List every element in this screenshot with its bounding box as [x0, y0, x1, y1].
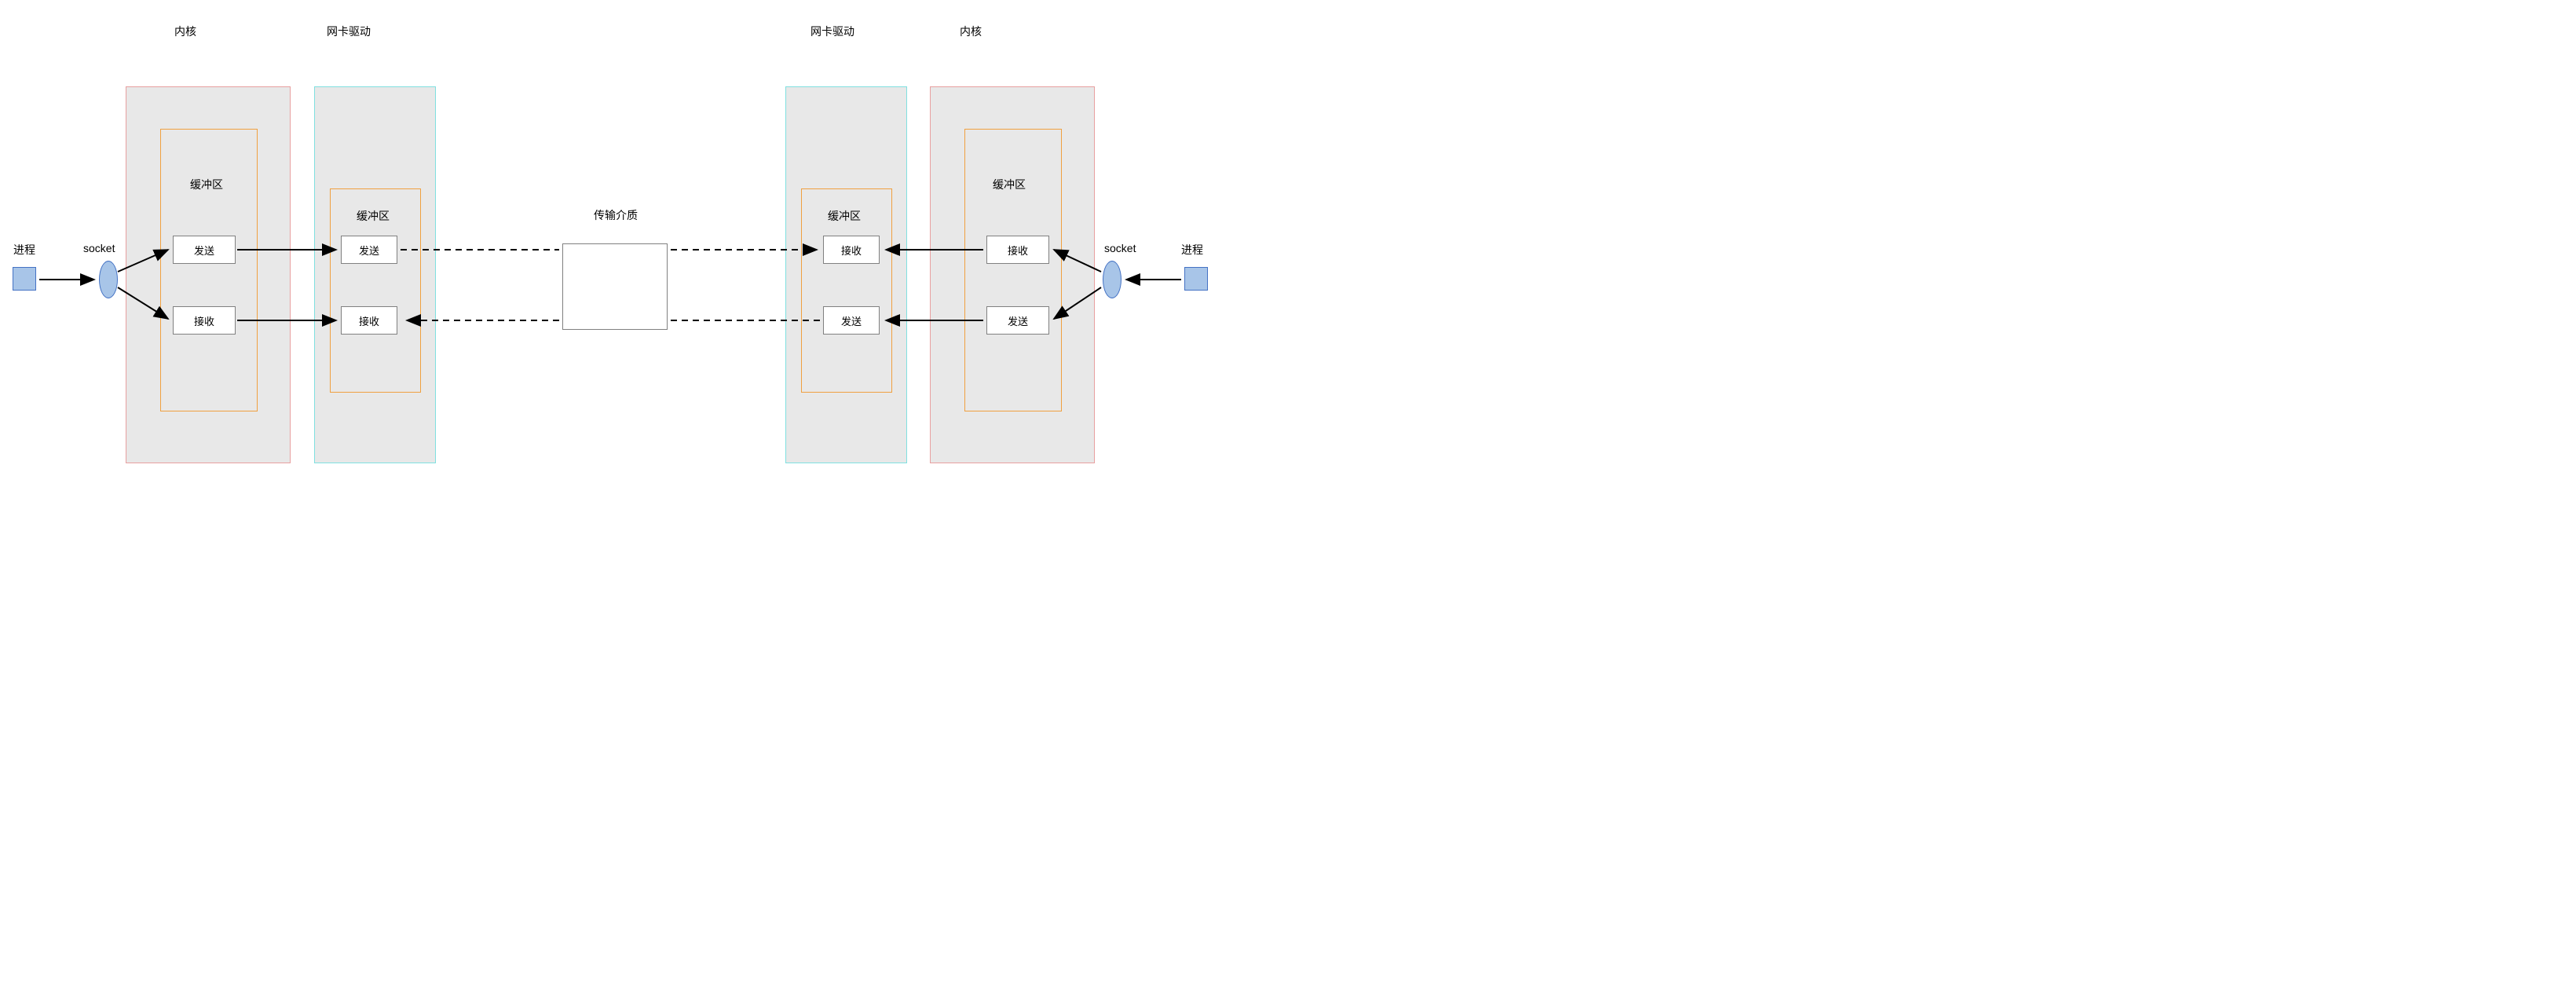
socket-right-ellipse	[1103, 261, 1122, 298]
receive-right-text: 接收	[1008, 243, 1028, 258]
buffer-left-box	[160, 129, 258, 411]
buffer-right-box	[964, 129, 1062, 411]
buffer-left-label: 缓冲区	[190, 177, 223, 192]
receive-dr-box: 接收	[823, 236, 880, 264]
medium-label: 传输介质	[594, 207, 638, 223]
send-right-box: 发送	[986, 306, 1049, 335]
receive-left-text: 接收	[194, 313, 214, 328]
send-left-box: 发送	[173, 236, 236, 264]
receive-left-box: 接收	[173, 306, 236, 335]
send-dl-text: 发送	[359, 243, 379, 258]
socket-left-ellipse	[99, 261, 118, 298]
buffer-dl-label: 缓冲区	[357, 208, 390, 224]
process-right-label: 进程	[1181, 242, 1203, 258]
send-dr-box: 发送	[823, 306, 880, 335]
buffer-right-label: 缓冲区	[993, 177, 1026, 192]
process-right-square	[1184, 267, 1208, 291]
socket-left-label: socket	[83, 242, 115, 254]
receive-right-box: 接收	[986, 236, 1049, 264]
process-left-square	[13, 267, 36, 291]
send-dl-box: 发送	[341, 236, 397, 264]
receive-dl-box: 接收	[341, 306, 397, 335]
kernel-right-label: 内核	[960, 24, 982, 39]
medium-box	[562, 243, 668, 330]
driver-left-label: 网卡驱动	[327, 24, 371, 39]
kernel-left-label: 内核	[174, 24, 196, 39]
process-left-label: 进程	[13, 242, 35, 258]
socket-right-label: socket	[1104, 242, 1136, 254]
send-left-text: 发送	[194, 243, 214, 258]
buffer-dr-label: 缓冲区	[828, 208, 861, 224]
receive-dr-text: 接收	[841, 243, 862, 258]
send-dr-text: 发送	[841, 313, 862, 328]
send-right-text: 发送	[1008, 313, 1028, 328]
driver-right-label: 网卡驱动	[810, 24, 854, 39]
receive-dl-text: 接收	[359, 313, 379, 328]
